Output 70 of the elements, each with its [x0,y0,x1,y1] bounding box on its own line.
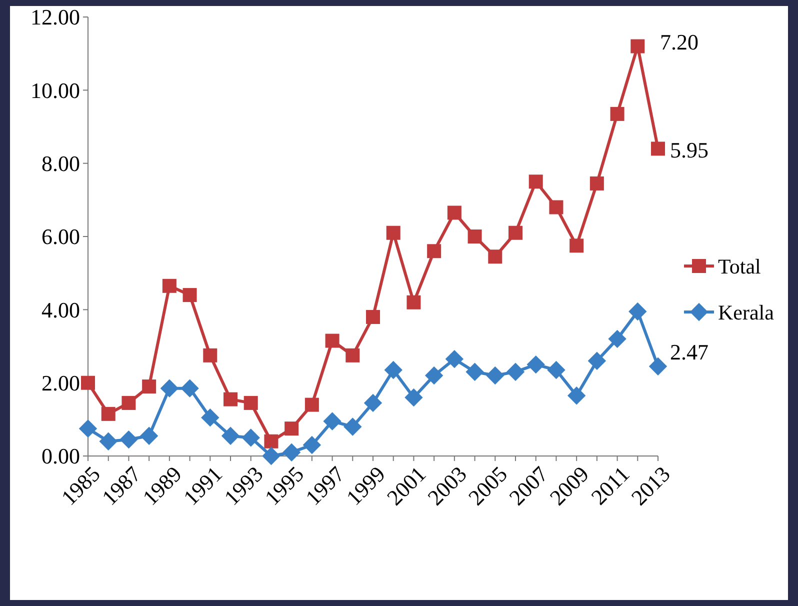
point [648,357,668,376]
point [630,39,645,54]
text: 2.47 [670,340,708,365]
point [610,106,624,121]
point [203,348,218,362]
point [302,436,322,454]
point [264,434,278,448]
point [182,288,197,302]
y-tick-label: 8.00 [42,151,80,176]
point [447,206,462,220]
point [366,310,380,324]
y-tick-label: 10.00 [30,78,80,103]
point [528,174,543,189]
point [406,295,421,310]
point [384,360,402,380]
point [488,250,502,264]
point [526,355,545,374]
point [386,226,400,240]
point [242,428,260,447]
point [304,398,319,412]
point [651,142,665,156]
point [570,238,584,253]
point [81,376,95,390]
point [486,366,504,385]
point [282,443,301,462]
point [628,302,647,321]
point [468,230,482,244]
point [101,406,116,421]
point [424,366,444,385]
point [122,396,136,410]
point [344,418,362,436]
legend-label: Kerala [718,300,775,324]
point [445,350,464,368]
point [590,176,604,190]
point [201,408,220,427]
point [466,362,484,381]
point [224,392,238,406]
point [162,278,176,293]
point [346,348,360,362]
point [508,226,522,240]
point [427,244,442,258]
legend-label: Total [718,254,762,278]
text: 7.20 [660,30,698,55]
y-tick-label: 6.00 [42,224,80,250]
y-tick-label: 2.00 [42,370,80,396]
point [140,426,158,445]
point [567,386,586,405]
point [180,379,199,398]
point [404,388,423,407]
point [120,430,138,449]
point [99,432,118,450]
text: 5.95 [670,138,708,163]
point [588,352,606,370]
point [547,360,566,380]
point [160,379,179,398]
point [323,412,342,430]
point [142,379,156,394]
point [244,396,258,410]
point [325,334,340,348]
point [78,419,98,438]
point [262,446,280,466]
y-tick-label: 12.00 [30,4,80,30]
point [549,200,564,214]
point [608,330,626,348]
point [364,394,382,412]
point [506,362,525,381]
y-tick-label: 0.00 [42,444,80,469]
point [221,426,240,445]
y-tick-label: 4.00 [42,297,80,322]
point [284,422,299,436]
